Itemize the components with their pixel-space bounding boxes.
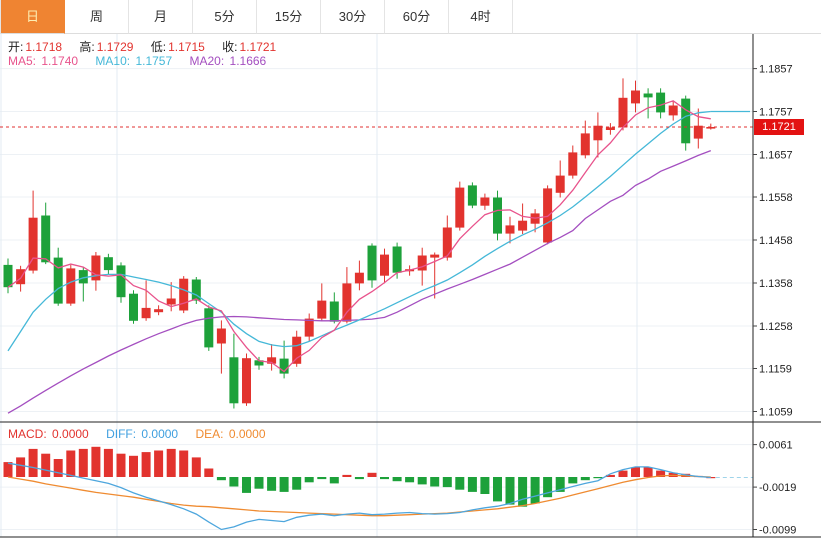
- candle-wicks: [7, 78, 712, 409]
- price-tick-label: 1.1458: [759, 235, 793, 247]
- gridlines: [0, 34, 753, 537]
- low-value: 1.1715: [168, 40, 205, 54]
- price-tick-label: 1.1757: [759, 107, 793, 119]
- ma20-label: MA20:: [189, 54, 225, 68]
- tab-5min[interactable]: 5分: [193, 0, 257, 34]
- panel-borders: [0, 34, 821, 538]
- ma20-value: 1.1666: [229, 54, 267, 68]
- dea-line: [7, 474, 711, 517]
- close-label: 收:: [222, 40, 238, 54]
- macd-tick-label: 0.0061: [759, 440, 793, 452]
- price-tick-label: 1.1059: [759, 407, 793, 419]
- macd-tick-label: -0.0019: [759, 482, 796, 494]
- ma10-label: MA10:: [95, 54, 131, 68]
- dea-value: 0.0000: [228, 427, 266, 441]
- open-value: 1.1718: [25, 40, 63, 54]
- current-price-tag: 1.1721: [754, 119, 804, 135]
- ma5-line: [7, 100, 711, 373]
- macd-label: MACD:: [8, 427, 47, 441]
- ma5-value: 1.1740: [41, 54, 79, 68]
- price-axis-labels: 1.1857 1.1757 1.1657 1.1558 1.1458 1.1358 1.12…: [753, 64, 793, 419]
- tab-day[interactable]: 日: [0, 0, 65, 34]
- tab-60min[interactable]: 60分: [385, 0, 449, 34]
- ma5-label: MA5:: [8, 54, 37, 68]
- dea-label: DEA:: [195, 427, 224, 441]
- interval-tabbar: 日 周 月 5分 15分 30分 60分 4时: [0, 0, 821, 34]
- diff-value: 0.0000: [141, 427, 179, 441]
- high-value: 1.1729: [96, 40, 134, 54]
- tab-month[interactable]: 月: [129, 0, 193, 34]
- macd-tick-label: -0.0099: [759, 525, 796, 537]
- tab-30min[interactable]: 30分: [321, 0, 385, 34]
- close-value: 1.1721: [239, 40, 277, 54]
- open-label: 开:: [8, 40, 24, 54]
- tab-4hour[interactable]: 4时: [449, 0, 513, 34]
- high-label: 高:: [79, 40, 95, 54]
- ma10-line: [7, 110, 711, 352]
- tab-week[interactable]: 周: [65, 0, 129, 34]
- price-tick-label: 1.1857: [759, 64, 793, 76]
- diff-line: [7, 462, 711, 531]
- ma-readout: MA5: 1.1740 MA10: 1.1757 MA20: 1.1666: [8, 54, 280, 68]
- candle-bodies: [3, 90, 716, 404]
- macd-value: 0.0000: [52, 427, 89, 441]
- diff-label: DIFF:: [106, 427, 137, 441]
- macd-readout: MACD: 0.0000 DIFF: 0.0000 DEA: 0.0000: [8, 427, 280, 441]
- price-tick-label: 1.1558: [759, 192, 793, 204]
- price-tick-label: 1.1258: [759, 321, 793, 333]
- price-tick-label: 1.1657: [759, 150, 793, 162]
- ma10-value: 1.1757: [135, 54, 173, 68]
- tab-15min[interactable]: 15分: [257, 0, 321, 34]
- low-label: 低:: [150, 40, 167, 54]
- ohlc-readout: 开: 1.1718 高: 1.1729 低: 1.1715 收: 1.1721: [8, 38, 290, 55]
- macd-axis-labels: 0.0061 -0.0019 -0.0099: [753, 440, 796, 537]
- tabbar-filler: [513, 0, 821, 34]
- macd-histogram: [3, 446, 716, 507]
- price-tick-label: 1.1358: [759, 278, 793, 290]
- price-tick-label: 1.1159: [759, 364, 792, 376]
